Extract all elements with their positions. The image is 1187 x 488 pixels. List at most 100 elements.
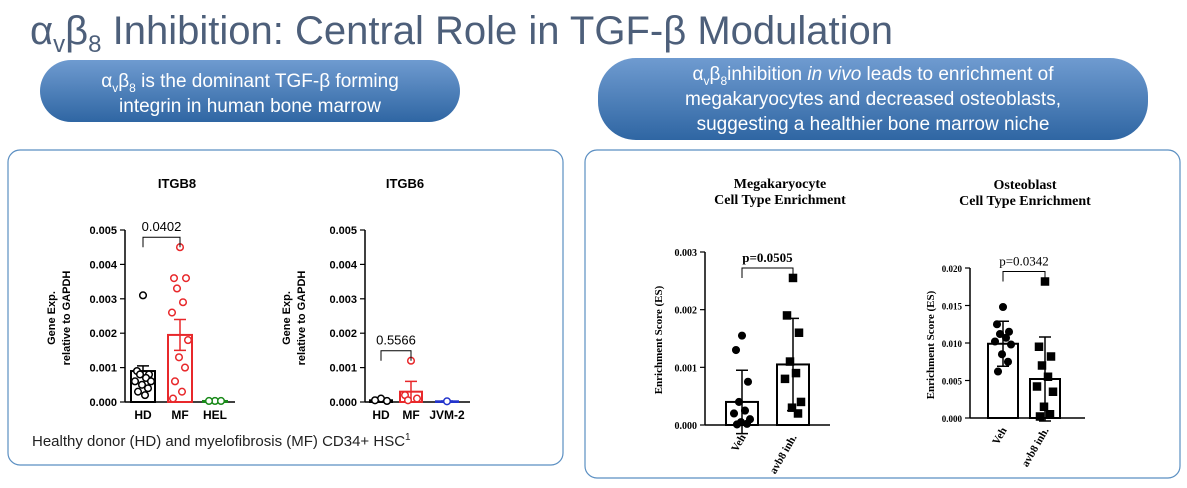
y-tick-label: 0.015 xyxy=(942,302,963,312)
y-tick-label: 0.005 xyxy=(89,225,117,237)
data-point xyxy=(992,320,1002,329)
data-point xyxy=(732,420,742,429)
y-tick-label: 0.000 xyxy=(89,397,117,409)
data-point xyxy=(1035,412,1045,421)
data-point xyxy=(133,387,143,396)
data-point xyxy=(1043,372,1053,381)
chart: ITGB8 Gene Exp. relative to GAPDH 0.000 0.00… xyxy=(46,176,235,422)
data-point xyxy=(737,331,747,340)
y-tick-label: 0.000 xyxy=(329,397,357,409)
data-point xyxy=(412,394,422,403)
chart-title: Megakaryocyte xyxy=(734,177,827,192)
y-axis-label: Enrichment Score (ES) xyxy=(925,290,937,399)
y-tick-label: 0.001 xyxy=(675,363,698,374)
y-tick-label: 0.005 xyxy=(329,225,357,237)
left-header-pill xyxy=(40,60,460,122)
data-point xyxy=(793,409,803,418)
data-point xyxy=(990,337,1000,346)
data-point xyxy=(181,274,191,283)
data-point xyxy=(135,370,145,379)
y-tick-label: 0.003 xyxy=(675,248,698,259)
x-tick-label: JVM-2 xyxy=(429,408,465,422)
x-tick-label: avb8 inh. xyxy=(767,432,799,476)
y-tick-label: 0.010 xyxy=(942,339,963,349)
x-tick-label: MF xyxy=(171,408,188,422)
data-point xyxy=(796,397,806,407)
data-point xyxy=(216,396,226,406)
data-point xyxy=(382,396,392,406)
y-axis-label: Enrichment Score (ES) xyxy=(653,285,665,394)
chart-title: Osteoblast xyxy=(994,178,1057,193)
data-point xyxy=(743,377,753,386)
right-header-line: αvβ8inhibition in vivo leads to enrichme… xyxy=(693,64,1055,88)
y-tick-label: 0.002 xyxy=(89,328,117,340)
data-point xyxy=(782,311,792,320)
data-point xyxy=(138,291,148,300)
data-point xyxy=(1034,342,1044,351)
data-point xyxy=(169,274,179,283)
y-axis-label: Gene Exp. xyxy=(46,291,58,345)
left-header-line: αvβ8 is the dominant TGF-β forming xyxy=(101,71,399,95)
data-point xyxy=(995,329,1005,339)
data-point xyxy=(997,350,1007,359)
left-header-line: integrin in human bone marrow xyxy=(119,96,381,117)
data-point xyxy=(174,353,184,362)
significance-bracket xyxy=(1002,271,1046,282)
p-value: 0.5566 xyxy=(376,333,416,348)
data-point xyxy=(167,308,177,317)
data-point xyxy=(403,396,413,405)
significance-bracket xyxy=(741,267,794,278)
error-bar xyxy=(174,318,186,352)
data-point xyxy=(183,336,193,345)
data-point xyxy=(1048,387,1058,396)
y-tick-label: 0.005 xyxy=(942,377,963,387)
data-point xyxy=(204,396,214,406)
y-tick-label: 0.004 xyxy=(89,259,117,271)
left-panel xyxy=(7,149,564,466)
data-point xyxy=(785,357,795,366)
x-tick-label: Veh xyxy=(729,433,748,455)
p-value: 0.0402 xyxy=(142,219,182,234)
data-point xyxy=(734,397,744,406)
data-point xyxy=(729,409,739,418)
data-point xyxy=(1001,333,1011,342)
y-tick-label: 0.001 xyxy=(89,363,117,375)
x-tick-label: avb8 inh. xyxy=(1019,425,1051,469)
data-point xyxy=(731,345,741,355)
data-point xyxy=(143,384,153,393)
footnote: Healthy donor (HD) and myelofibrosis (MF… xyxy=(32,432,411,450)
chart-title: Cell Type Enrichment xyxy=(714,193,846,208)
data-point xyxy=(1039,402,1049,411)
data-point xyxy=(137,380,147,389)
y-axis-label: relative to GAPDH xyxy=(296,271,308,366)
x-tick-label: HD xyxy=(134,408,152,422)
right-header-pill xyxy=(598,58,1148,140)
chart: ITGB6 Gene Exp. relative to GAPDH 0.000 0.00… xyxy=(281,176,470,422)
x-tick-label: HD xyxy=(372,408,390,422)
data-point xyxy=(1003,357,1013,366)
y-tick-label: 0.002 xyxy=(675,306,698,317)
data-point xyxy=(442,397,452,406)
x-tick-label: Veh xyxy=(990,426,1009,448)
y-tick-label: 0.004 xyxy=(329,259,357,271)
y-tick-label: 0.003 xyxy=(89,294,117,306)
data-point xyxy=(180,363,190,372)
slide-title: αvβ8 Inhibition: Central Role in TGF-β M… xyxy=(30,9,893,58)
data-point xyxy=(1037,361,1047,370)
x-tick-label: MF xyxy=(402,408,419,422)
data-point xyxy=(1032,382,1042,391)
chart-title: ITGB8 xyxy=(158,176,196,191)
y-tick-label: 0.000 xyxy=(675,421,698,432)
y-tick-label: 0.000 xyxy=(942,414,963,424)
data-point xyxy=(740,406,750,415)
data-point xyxy=(742,419,752,428)
data-point xyxy=(177,387,187,396)
data-point xyxy=(794,328,804,337)
data-point xyxy=(172,284,182,293)
data-point xyxy=(1006,340,1016,349)
chart-title: Cell Type Enrichment xyxy=(959,194,1091,209)
y-axis-label: Gene Exp. xyxy=(281,291,293,345)
p-value: p=0.0505 xyxy=(742,250,793,265)
p-value: p=0.0342 xyxy=(999,254,1049,269)
